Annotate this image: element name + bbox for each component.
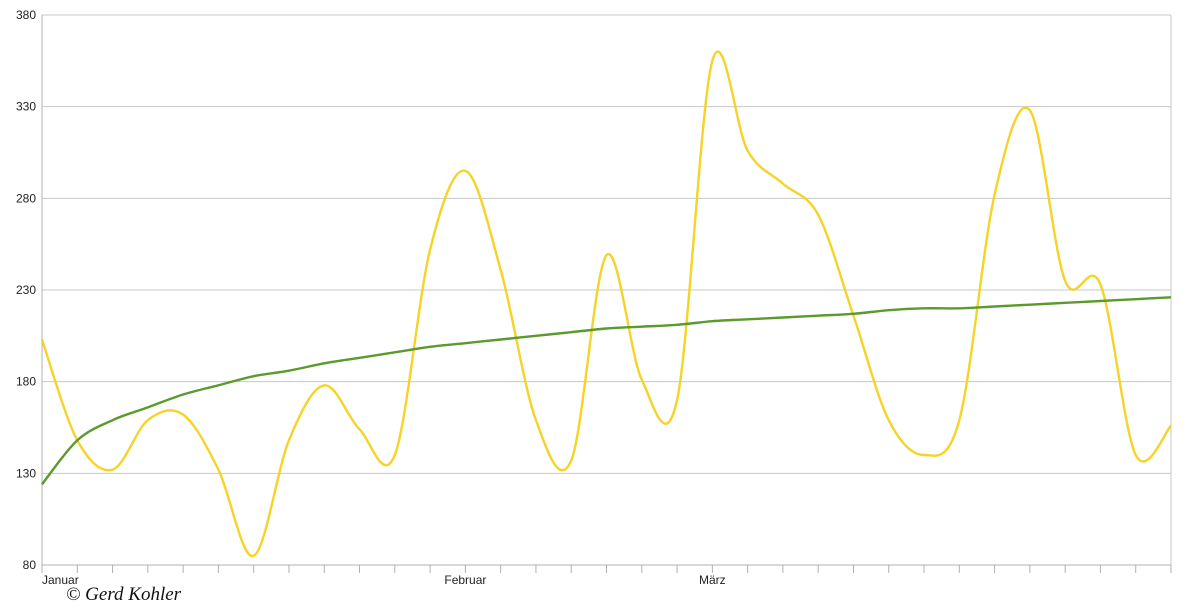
watermark: © Gerd Kohler xyxy=(66,584,182,605)
y-tick-label: 280 xyxy=(16,191,36,205)
y-tick-label: 180 xyxy=(16,375,36,389)
series-line xyxy=(40,50,1172,558)
x-tick-label: Februar xyxy=(444,573,486,587)
y-tick-label: 380 xyxy=(16,8,36,22)
x-tick-label: März xyxy=(699,573,726,587)
y-tick-label: 80 xyxy=(23,558,37,572)
series-line xyxy=(41,296,1172,486)
y-tick-label: 330 xyxy=(16,100,36,114)
y-tick-label: 230 xyxy=(16,283,36,297)
x-tick-label: Januar xyxy=(42,573,79,587)
y-tick-label: 130 xyxy=(16,466,36,480)
